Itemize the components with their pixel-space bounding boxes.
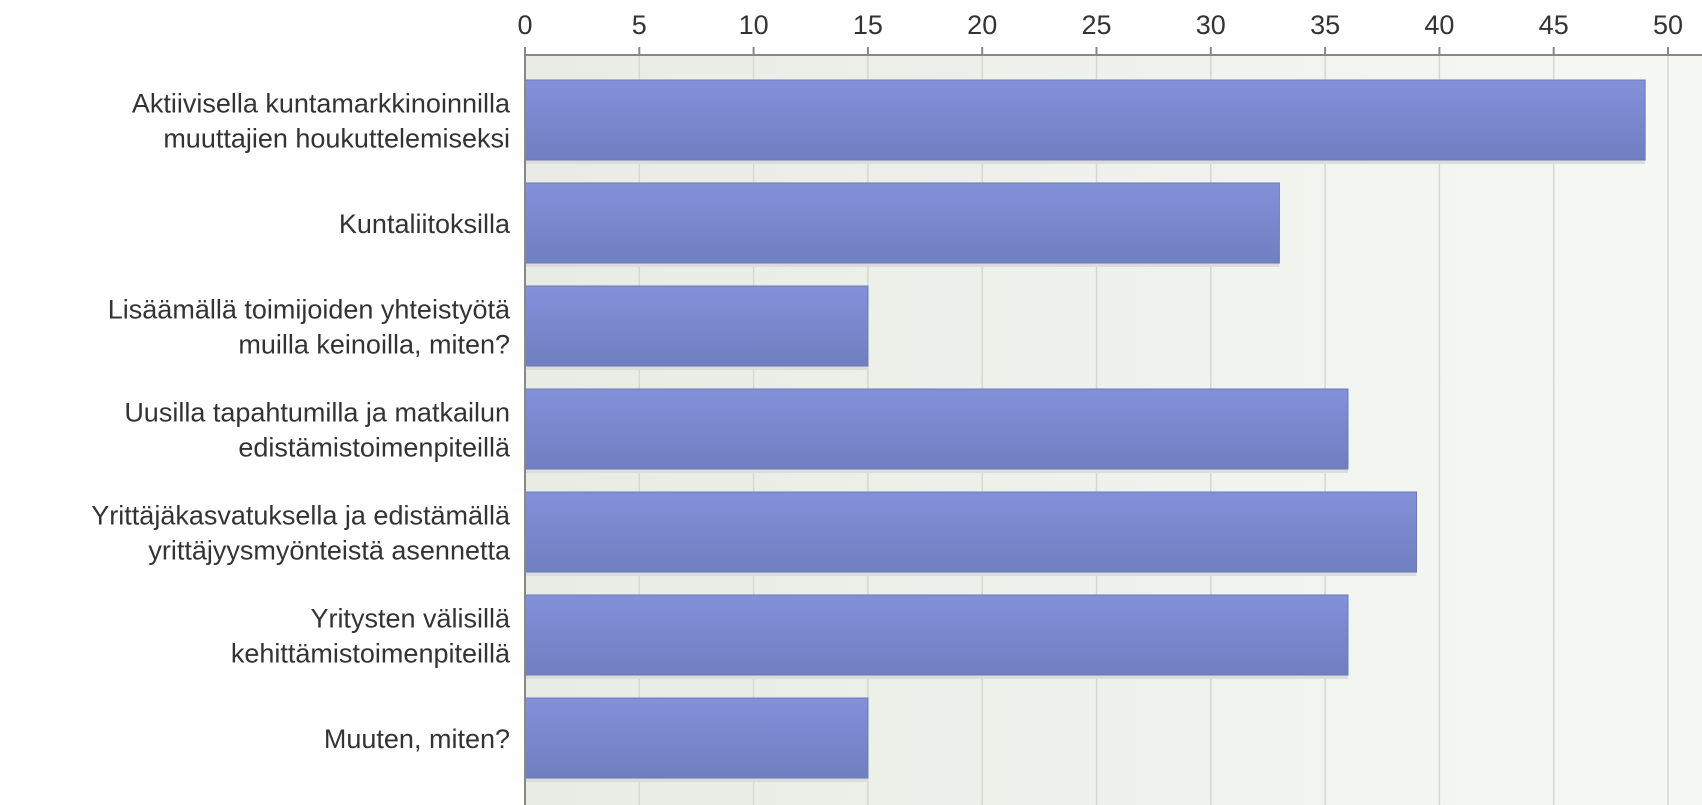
bar-shadow — [525, 160, 1646, 164]
category-label-line: Yritysten välisillä — [310, 604, 511, 634]
bar — [524, 388, 1349, 470]
category-label-line: muuttajien houkuttelemiseksi — [163, 124, 510, 154]
bar-shadow — [525, 778, 868, 782]
tick-label: 45 — [1539, 10, 1569, 40]
bar — [524, 491, 1418, 573]
category-label: Uusilla tapahtumilla ja matkailun edistäm… — [124, 398, 511, 463]
tick-label: 20 — [967, 10, 997, 40]
bar-shadow — [525, 469, 1348, 473]
bar-shadow — [525, 366, 868, 370]
category-label-line: Kuntaliitoksilla — [339, 209, 511, 239]
category-label-line: Lisäämällä toimijoiden yhteistyötä — [108, 295, 511, 325]
tick-label: 35 — [1310, 10, 1340, 40]
category-label-line: muilla keinoilla, miten? — [238, 330, 510, 360]
category-label: Lisäämällä toimijoiden yhteistyötä muilla… — [108, 295, 511, 360]
category-label-line: yrittäjyysmyönteistä asennetta — [148, 536, 511, 566]
bar — [524, 594, 1349, 676]
category-label: Muuten, miten? — [324, 724, 510, 754]
bar-shadow — [525, 263, 1280, 267]
tick-label: 15 — [853, 10, 883, 40]
tick-label: 10 — [739, 10, 769, 40]
category-label: Aktiivisella kuntamarkkinoinnilla muuttaj… — [132, 89, 511, 154]
tick-label: 30 — [1196, 10, 1226, 40]
bar — [524, 697, 869, 779]
tick-label: 25 — [1081, 10, 1111, 40]
category-label-line: kehittämistoimenpiteillä — [231, 639, 511, 669]
category-label: Kuntaliitoksilla — [339, 209, 511, 239]
category-label-line: Muuten, miten? — [324, 724, 510, 754]
category-label: Yrittäjäkasvatuksella ja edistämällä yrit… — [91, 501, 511, 566]
bar-shadow — [525, 675, 1348, 679]
tick-label: 0 — [517, 10, 532, 40]
bar — [524, 79, 1646, 161]
bar — [524, 182, 1280, 264]
tick-label: 5 — [632, 10, 647, 40]
category-label-line: Aktiivisella kuntamarkkinoinnilla — [132, 89, 511, 119]
tick-label: 50 — [1653, 10, 1683, 40]
category-label-line: Uusilla tapahtumilla ja matkailun — [124, 398, 510, 428]
category-label-line: Yrittäjäkasvatuksella ja edistämällä — [91, 501, 511, 531]
bar — [524, 285, 869, 367]
category-label-line: edistämistoimenpiteillä — [238, 433, 511, 463]
bar-shadow — [525, 572, 1417, 576]
tick-label: 40 — [1424, 10, 1454, 40]
category-label: Yritysten välisillä kehittämistoimenpitei… — [231, 604, 511, 669]
